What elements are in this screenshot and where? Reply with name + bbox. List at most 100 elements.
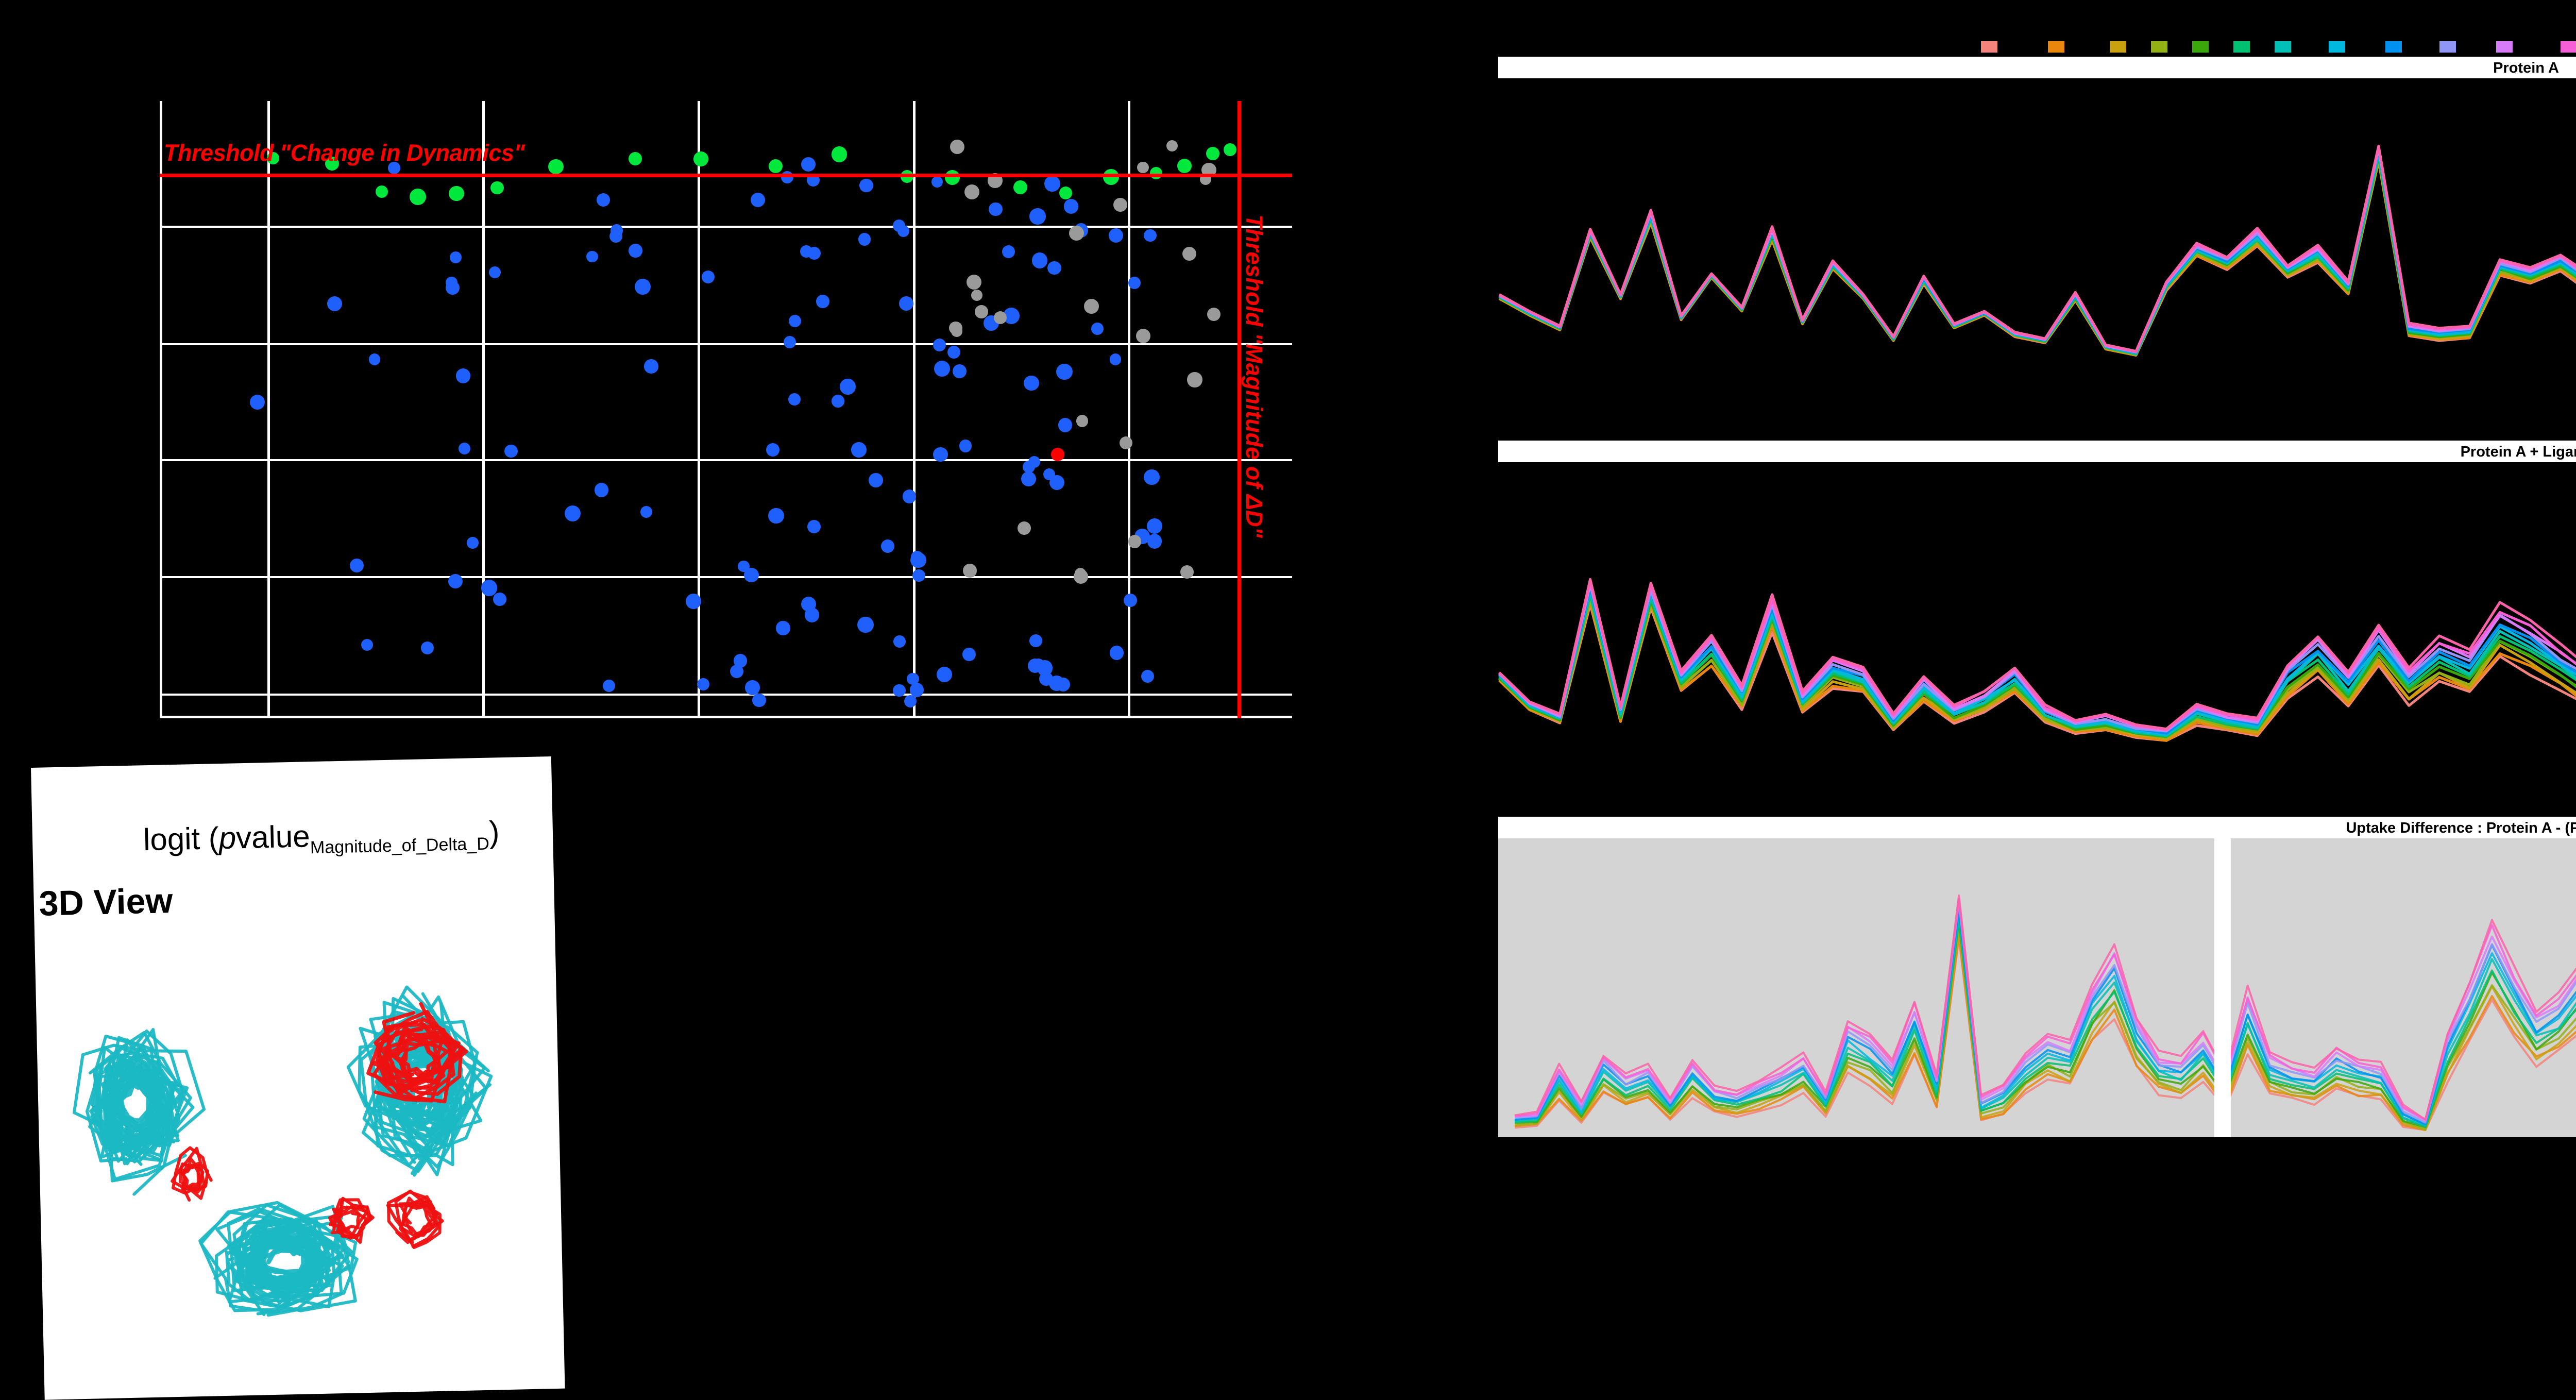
- volcano-point[interactable]: [869, 473, 883, 487]
- volcano-point[interactable]: [1021, 471, 1036, 487]
- volcano-point[interactable]: [1084, 299, 1099, 314]
- legend-swatch-timepoint-3[interactable]: [2110, 41, 2126, 53]
- volcano-point[interactable]: [899, 296, 913, 311]
- legend-swatch-timepoint-10[interactable]: [2439, 41, 2456, 53]
- volcano-point[interactable]: [448, 574, 463, 588]
- volcano-point[interactable]: [807, 519, 821, 533]
- volcano-point[interactable]: [1187, 372, 1202, 387]
- threshold-magnitude-of-delta-d-line[interactable]: [1238, 101, 1242, 718]
- volcano-point[interactable]: [859, 178, 873, 193]
- volcano-point[interactable]: [893, 684, 906, 697]
- volcano-point[interactable]: [361, 638, 373, 651]
- volcano-plot-area[interactable]: Threshold "Change in Dynamics" Threshold…: [160, 101, 1292, 718]
- threshold-change-in-dynamics-line[interactable]: [160, 174, 1292, 178]
- volcano-point[interactable]: [1223, 143, 1236, 157]
- volcano-point[interactable]: [1056, 363, 1073, 380]
- volcano-point[interactable]: [737, 560, 750, 572]
- volcano-point[interactable]: [788, 393, 801, 406]
- volcano-point[interactable]: [989, 202, 1003, 216]
- volcano-point[interactable]: [455, 368, 471, 383]
- volcano-point[interactable]: [909, 682, 924, 697]
- volcano-point[interactable]: [1128, 535, 1142, 548]
- volcano-point[interactable]: [450, 251, 462, 264]
- uptake-timepoint-legend[interactable]: [1484, 41, 2576, 62]
- volcano-point[interactable]: [963, 564, 977, 578]
- legend-swatch-timepoint-1[interactable]: [1981, 41, 1997, 53]
- volcano-point[interactable]: [805, 608, 820, 622]
- volcano-point[interactable]: [1076, 415, 1089, 427]
- volcano-point[interactable]: [1047, 261, 1061, 275]
- uptake-trace-line[interactable]: [1514, 914, 2576, 1127]
- volcano-point[interactable]: [1182, 246, 1196, 261]
- volcano-point[interactable]: [628, 243, 642, 258]
- volcano-point[interactable]: [597, 193, 611, 207]
- volcano-point[interactable]: [1137, 161, 1149, 174]
- volcano-point[interactable]: [1044, 175, 1060, 192]
- volcano-point[interactable]: [1058, 418, 1073, 432]
- legend-swatch-timepoint-11[interactable]: [2496, 41, 2513, 53]
- uptake-trace-line[interactable]: [1498, 593, 2576, 738]
- volcano-point[interactable]: [880, 539, 895, 553]
- volcano-point[interactable]: [1002, 245, 1015, 259]
- uptake-plot-area[interactable]: [1484, 838, 2576, 1137]
- volcano-point[interactable]: [1018, 521, 1031, 535]
- volcano-point[interactable]: [752, 693, 766, 707]
- volcano-point[interactable]: [1074, 568, 1087, 580]
- volcano-point[interactable]: [937, 667, 952, 682]
- uptake-trace-line[interactable]: [1514, 908, 2576, 1126]
- legend-swatch-timepoint-7[interactable]: [2275, 41, 2291, 53]
- volcano-point[interactable]: [1013, 180, 1028, 194]
- volcano-point[interactable]: [816, 295, 829, 308]
- volcano-point[interactable]: [907, 672, 920, 685]
- uptake-trace-line[interactable]: [1498, 578, 2576, 731]
- volcano-point[interactable]: [931, 176, 943, 188]
- volcano-point[interactable]: [975, 305, 988, 318]
- volcano-point[interactable]: [768, 508, 784, 524]
- volcano-point[interactable]: [1051, 448, 1064, 462]
- volcano-point[interactable]: [750, 193, 765, 208]
- volcano-point[interactable]: [490, 181, 504, 195]
- volcano-point[interactable]: [410, 189, 427, 205]
- volcano-point[interactable]: [449, 185, 464, 201]
- uptake-trace-line[interactable]: [1498, 586, 2576, 735]
- volcano-point[interactable]: [602, 679, 615, 692]
- uptake-trace-line[interactable]: [1498, 131, 2576, 353]
- volcano-point[interactable]: [493, 592, 506, 606]
- volcano-point[interactable]: [1029, 208, 1046, 225]
- volcano-point[interactable]: [745, 680, 760, 695]
- volcano-point[interactable]: [832, 395, 844, 408]
- volcano-point[interactable]: [701, 270, 715, 283]
- volcano-point[interactable]: [897, 225, 910, 238]
- legend-swatch-timepoint-5[interactable]: [2192, 41, 2209, 53]
- legend-swatch-timepoint-2[interactable]: [2048, 41, 2064, 53]
- volcano-point[interactable]: [1113, 198, 1128, 212]
- volcano-point[interactable]: [1032, 659, 1045, 672]
- volcano-point[interactable]: [933, 447, 948, 462]
- volcano-point[interactable]: [594, 483, 609, 497]
- volcano-point[interactable]: [1049, 475, 1065, 491]
- volcano-point[interactable]: [1091, 322, 1104, 335]
- volcano-point[interactable]: [249, 394, 265, 410]
- volcano-point[interactable]: [325, 156, 339, 171]
- uptake-trace-line[interactable]: [1514, 928, 2576, 1131]
- uptake-trace-line[interactable]: [1514, 908, 2576, 1126]
- volcano-point[interactable]: [934, 360, 950, 377]
- volcano-point[interactable]: [858, 233, 871, 246]
- volcano-point[interactable]: [947, 346, 961, 359]
- volcano-point[interactable]: [1119, 436, 1133, 450]
- volcano-point[interactable]: [788, 314, 802, 327]
- uptake-trace-line[interactable]: [1514, 922, 2576, 1131]
- volcano-point[interactable]: [1056, 677, 1071, 692]
- volcano-point[interactable]: [1024, 375, 1039, 391]
- volcano-point[interactable]: [610, 224, 623, 238]
- volcano-point[interactable]: [966, 275, 982, 290]
- uptake-trace-line[interactable]: [1498, 583, 2576, 733]
- volcano-point[interactable]: [467, 537, 479, 549]
- volcano-point[interactable]: [1177, 158, 1192, 174]
- volcano-point[interactable]: [548, 159, 564, 175]
- protein-ribbon-structure[interactable]: [55, 927, 544, 1380]
- volcano-point[interactable]: [945, 170, 960, 185]
- volcano-point[interactable]: [911, 550, 924, 563]
- volcano-point[interactable]: [912, 569, 925, 582]
- volcano-point[interactable]: [768, 159, 783, 174]
